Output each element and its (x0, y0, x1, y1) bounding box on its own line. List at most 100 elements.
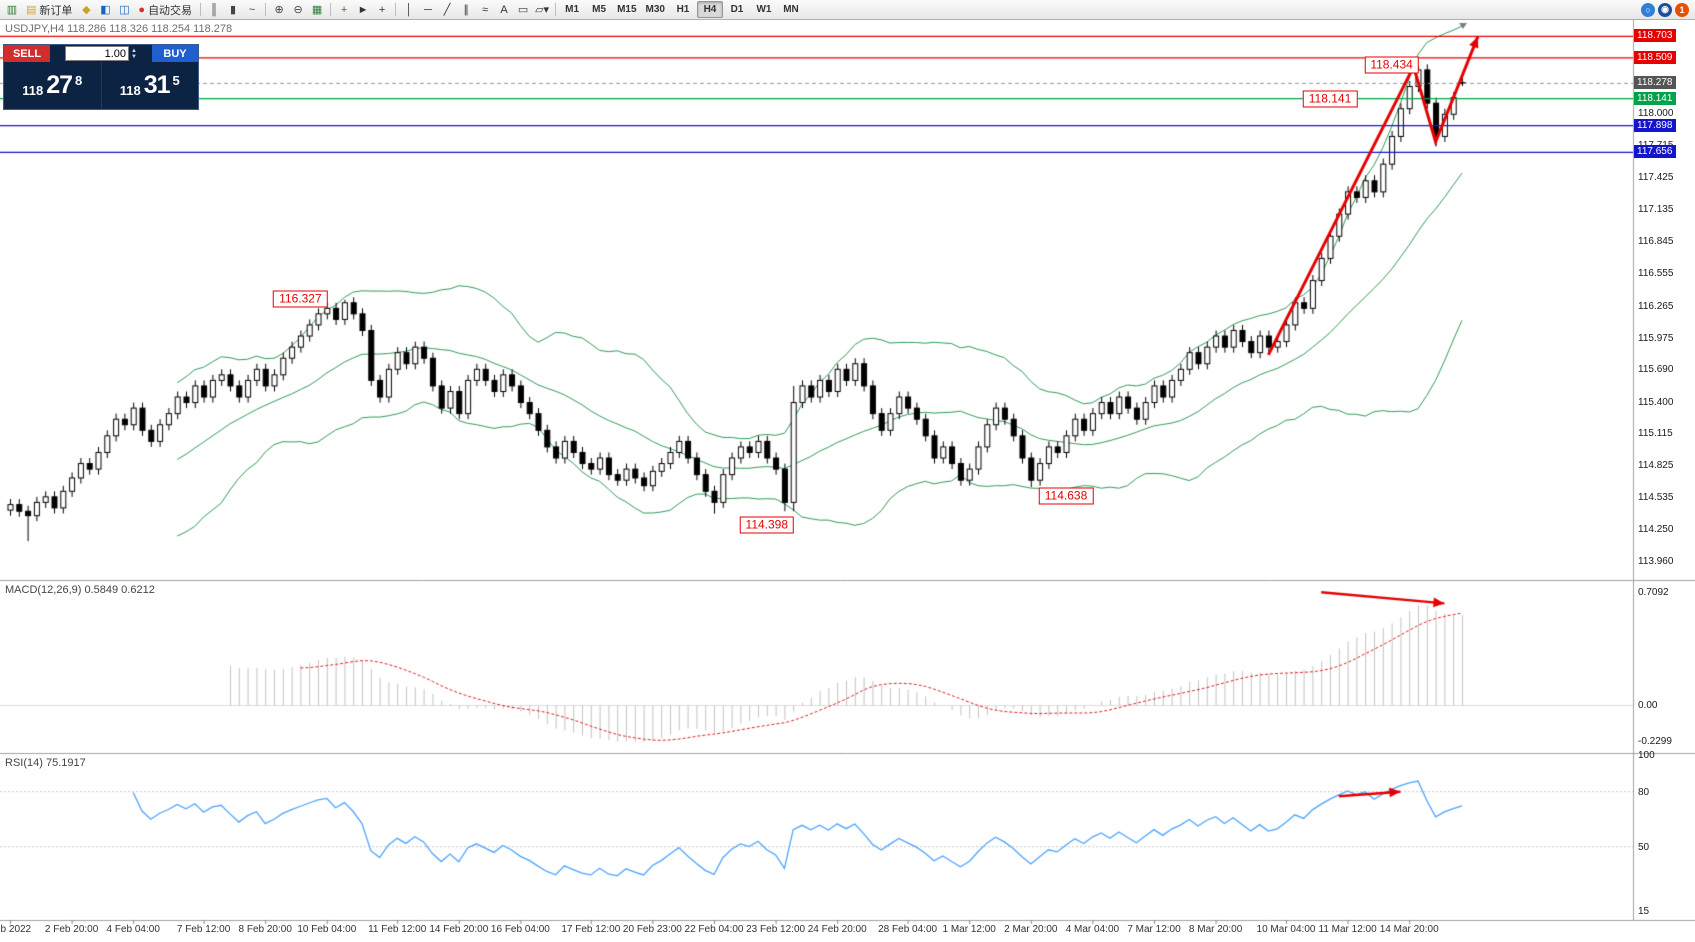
chart-canvas[interactable] (0, 20, 1695, 942)
alerts-badge[interactable]: 1 (1675, 2, 1689, 17)
time-axis-label: 10 Mar 04:00 (1256, 924, 1316, 935)
chart-window: USDJPY,H4 118.286 118.326 118.254 118.27… (0, 20, 1695, 942)
price-axis-label: 113.960 (1638, 556, 1674, 568)
timeframe-button-m5[interactable]: M5 (592, 4, 607, 15)
sell-button[interactable]: 118 27 8 (4, 62, 102, 109)
time-axis-label: 24 Feb 20:00 (807, 924, 867, 935)
volume-up-icon[interactable]: ▲ (131, 47, 137, 54)
one-click-trading-panel: SELL ▲ ▼ BUY 118 27 8 118 31 5 (3, 44, 199, 110)
price-annotation[interactable]: 116.327 (273, 290, 328, 308)
new-chart-icon[interactable]: ▥ (3, 2, 21, 18)
profiles-icon-glyph: ◧ (100, 4, 111, 16)
cursor-icon-glyph: ► (357, 3, 369, 16)
zoom-in-icon-glyph: ⊕ (274, 4, 284, 16)
zoom-out-icon-glyph: ⊖ (293, 4, 303, 16)
horizontal-line-icon-glyph: ─ (424, 3, 432, 16)
label-tool-icon-glyph: ▭ (517, 4, 529, 16)
toolbar-right-group: ○ ◉ 1 (1641, 2, 1692, 17)
zoom-out-icon[interactable]: ⊖ (289, 2, 307, 18)
price-axis-label: 118.000 (1638, 108, 1674, 120)
macd-axis-label: 0.7092 (1638, 587, 1669, 599)
buy-tab[interactable]: BUY (152, 45, 198, 62)
rsi-indicator-label: RSI(14) 75.1917 (5, 757, 86, 769)
volume-down-icon[interactable]: ▼ (131, 53, 137, 60)
toolbar-separator (330, 3, 332, 16)
data-window-icon[interactable]: ◫ (115, 2, 133, 18)
bar-chart-icon[interactable]: ║ (205, 2, 223, 18)
price-annotation[interactable]: 118.434 (1364, 56, 1419, 74)
crosshair-icon[interactable]: + (373, 2, 391, 18)
timeframe-button-d1[interactable]: D1 (730, 4, 744, 15)
sell-tab[interactable]: SELL (4, 45, 50, 62)
price-axis-label: 114.535 (1638, 492, 1674, 504)
text-tool-icon[interactable]: A (495, 2, 513, 18)
auto-trading-button-label: 自动交易 (148, 4, 193, 17)
buy-price-int: 118 (119, 82, 141, 98)
sell-price-int: 118 (22, 82, 44, 98)
volume-input[interactable] (65, 46, 130, 61)
price-axis-label: 115.115 (1638, 428, 1673, 440)
expert-advisors-icon[interactable]: ◆ (77, 2, 95, 18)
buy-price-sup: 5 (172, 72, 180, 88)
new-order-button-label: 新订单 (39, 4, 73, 17)
fibonacci-icon-glyph: ≈ (482, 3, 489, 16)
toolbar-separator (200, 3, 202, 16)
tile-windows-icon[interactable]: ▦ (308, 2, 326, 18)
profiles-icon[interactable]: ◧ (96, 2, 114, 18)
time-axis-label: 8 Feb 20:00 (238, 924, 292, 935)
time-axis-label: 17 Feb 12:00 (561, 924, 621, 935)
toolbar-separator (265, 3, 267, 16)
line-chart-icon[interactable]: ~ (243, 2, 261, 18)
toolbar: ▥ ▤ 新订单 ◆ ◧ ◫ ● 自动交易 ║ ▮ ~ ⊕ ⊖ ▦ + ► + │ ─ ╱ ∥ ≈ A ▭ ▱▾ M1 M5 M15 M… (0, 0, 1695, 20)
equidistant-channel-icon[interactable]: ∥ (457, 2, 475, 18)
quick-search-icon[interactable]: ○ (1641, 2, 1655, 17)
buy-button[interactable]: 118 31 5 (102, 62, 199, 109)
horizontal-line-icon[interactable]: ─ (419, 2, 437, 18)
new-order-button[interactable]: ▤ 新订单 (22, 2, 76, 18)
cursor-icon[interactable]: ► (354, 2, 372, 18)
price-axis-marker: 117.656 (1634, 145, 1677, 159)
price-axis-label: 117.715 (1638, 140, 1673, 151)
time-axis-label: 11 Mar 12:00 (1318, 924, 1377, 935)
price-annotation[interactable]: 118.141 (1302, 90, 1358, 108)
sell-price-sup: 8 (75, 72, 83, 88)
volume-spinner[interactable]: ▲ ▼ (131, 48, 137, 60)
label-tool-icon[interactable]: ▭ (514, 2, 532, 18)
timeframe-button-m1[interactable]: M1 (565, 4, 580, 15)
auto-trading-button[interactable]: ● 自动交易 (134, 2, 196, 18)
candlestick-chart-icon-glyph: ▮ (230, 4, 237, 16)
price-annotation[interactable]: 114.398 (739, 516, 795, 534)
timeframe-button-mn[interactable]: MN (783, 4, 799, 15)
community-icon[interactable]: ◉ (1658, 2, 1672, 17)
timeframe-button-h4[interactable]: H4 (696, 1, 723, 18)
macd-axis-label: 0.00 (1638, 699, 1658, 711)
new-order-button-glyph: ▤ (26, 4, 37, 16)
timeframe-group: M1 M5 M15 M30 H1 H4 D1 W1 MN (559, 1, 804, 18)
timeframe-button-m15[interactable]: M15 (617, 4, 637, 15)
price-axis-marker: 118.278 (1634, 76, 1677, 90)
time-axis-label: 2 Feb 20:00 (44, 924, 99, 935)
sell-price-big: 27 (46, 71, 73, 99)
price-axis-label: 117.135 (1638, 204, 1674, 216)
vertical-line-icon[interactable]: │ (400, 2, 418, 18)
volume-control: ▲ ▼ (50, 45, 152, 62)
timeframe-button-h1[interactable]: H1 (676, 4, 690, 15)
timeframe-button-w1[interactable]: W1 (756, 4, 772, 15)
fibonacci-icon[interactable]: ≈ (476, 2, 494, 18)
price-axis-marker: 118.703 (1634, 29, 1677, 43)
zoom-in-icon[interactable]: ⊕ (270, 2, 288, 18)
indicators-icon[interactable]: + (335, 2, 353, 18)
time-axis-label: 4 Feb 04:00 (106, 924, 160, 935)
bar-chart-icon-glyph: ║ (210, 3, 218, 16)
price-axis-marker: 118.509 (1634, 50, 1677, 64)
trendline-icon[interactable]: ╱ (438, 2, 456, 18)
crosshair-icon-glyph: + (378, 3, 386, 16)
timeframe-button-m30[interactable]: M30 (645, 4, 665, 15)
time-axis-label: 1 Mar 12:00 (942, 924, 996, 935)
price-annotation[interactable]: 114.638 (1038, 487, 1094, 505)
candlestick-chart-icon[interactable]: ▮ (224, 2, 242, 18)
new-chart-icon-glyph: ▥ (6, 4, 18, 16)
shapes-dropdown[interactable]: ▱▾ (533, 2, 551, 18)
time-axis-label: 11 Feb 12:00 (368, 924, 427, 935)
